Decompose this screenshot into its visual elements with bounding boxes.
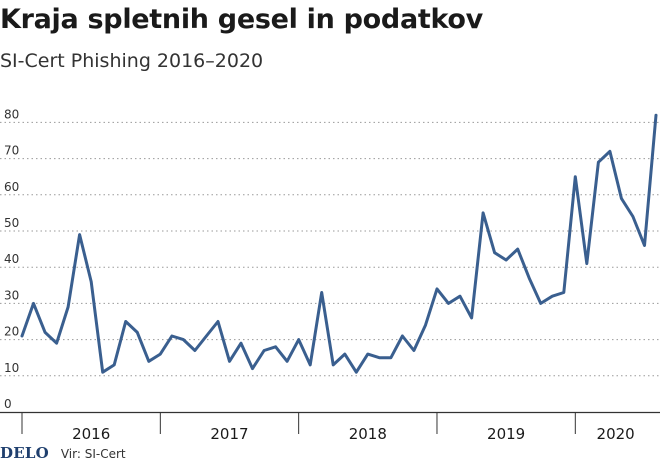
- data-point: [412, 349, 416, 352]
- y-tick-label: 20: [4, 325, 19, 339]
- grid-lines: [0, 121, 660, 377]
- data-point: [528, 276, 531, 280]
- data-point: [285, 360, 289, 363]
- data-point: [539, 302, 542, 305]
- data-point: [504, 258, 508, 262]
- y-tick-label: 30: [4, 288, 19, 302]
- data-point: [447, 302, 450, 305]
- data-point: [551, 295, 554, 298]
- data-point: [309, 363, 312, 367]
- data-point: [574, 175, 577, 178]
- data-point: [124, 320, 127, 323]
- data-point: [66, 305, 70, 309]
- y-tick-label: 70: [4, 144, 19, 158]
- data-point: [378, 356, 381, 359]
- y-tick-label: 40: [4, 252, 19, 266]
- data-point: [136, 331, 139, 334]
- data-point: [435, 287, 439, 291]
- data-point: [654, 114, 658, 117]
- data-point: [366, 352, 369, 356]
- data-point: [239, 342, 243, 345]
- data-point: [389, 356, 393, 359]
- data-point: [90, 280, 93, 283]
- data-point: [343, 352, 346, 356]
- data-point: [205, 334, 208, 338]
- data-point: [216, 320, 220, 323]
- year-label: 2017: [210, 425, 248, 443]
- data-point: [170, 334, 174, 338]
- data-point: [355, 371, 358, 374]
- data-point: [470, 316, 473, 320]
- y-tick-label: 60: [4, 180, 19, 194]
- data-point: [159, 352, 162, 356]
- year-label: 2020: [597, 425, 635, 443]
- year-label: 2019: [487, 425, 525, 443]
- data-point: [147, 360, 150, 363]
- data-point: [55, 342, 58, 345]
- chart-title: Kraja spletnih gesel in podatkov: [0, 4, 483, 35]
- chart-subtitle: SI-Cert Phishing 2016–2020: [0, 50, 264, 72]
- data-point: [20, 334, 24, 338]
- data-point: [562, 291, 565, 294]
- y-tick-label: 50: [4, 216, 19, 230]
- data-point: [643, 244, 646, 247]
- year-label: 2016: [72, 425, 110, 443]
- year-label: 2018: [349, 425, 387, 443]
- y-tick-label: 0: [4, 397, 12, 411]
- data-point: [193, 349, 197, 352]
- data-point: [182, 338, 185, 341]
- data-point: [401, 334, 404, 338]
- data-point: [608, 150, 612, 153]
- y-tick-label: 80: [4, 107, 19, 121]
- data-point: [274, 345, 277, 348]
- data-point: [597, 161, 600, 164]
- data-point: [424, 323, 427, 327]
- data-point: [297, 338, 300, 341]
- data-point: [228, 360, 231, 363]
- data-point: [251, 367, 254, 370]
- data-point: [493, 251, 496, 254]
- data-point: [631, 215, 635, 218]
- footer: DELO Vir: SI-Cert: [0, 444, 126, 464]
- data-point: [262, 349, 266, 352]
- x-axis: 2016 2017 2018 2019 2020: [0, 411, 660, 443]
- data-point: [585, 262, 588, 265]
- source-note: Vir: SI-Cert: [60, 447, 126, 461]
- data-series: [20, 113, 658, 374]
- delo-logo: DELO: [0, 444, 49, 462]
- y-tick-label: 10: [4, 361, 19, 375]
- data-point: [481, 211, 485, 215]
- data-point: [458, 295, 462, 298]
- data-point: [332, 363, 335, 367]
- data-point: [113, 363, 116, 367]
- data-point: [32, 302, 35, 305]
- data-point: [101, 371, 104, 374]
- data-point: [43, 331, 47, 334]
- series-line: [20, 113, 658, 374]
- y-tick-labels: 0 10 20 30 40 50 60 70 80: [4, 107, 19, 411]
- data-point: [620, 197, 623, 200]
- data-point: [320, 291, 323, 294]
- data-point: [516, 247, 519, 251]
- data-point: [78, 233, 81, 236]
